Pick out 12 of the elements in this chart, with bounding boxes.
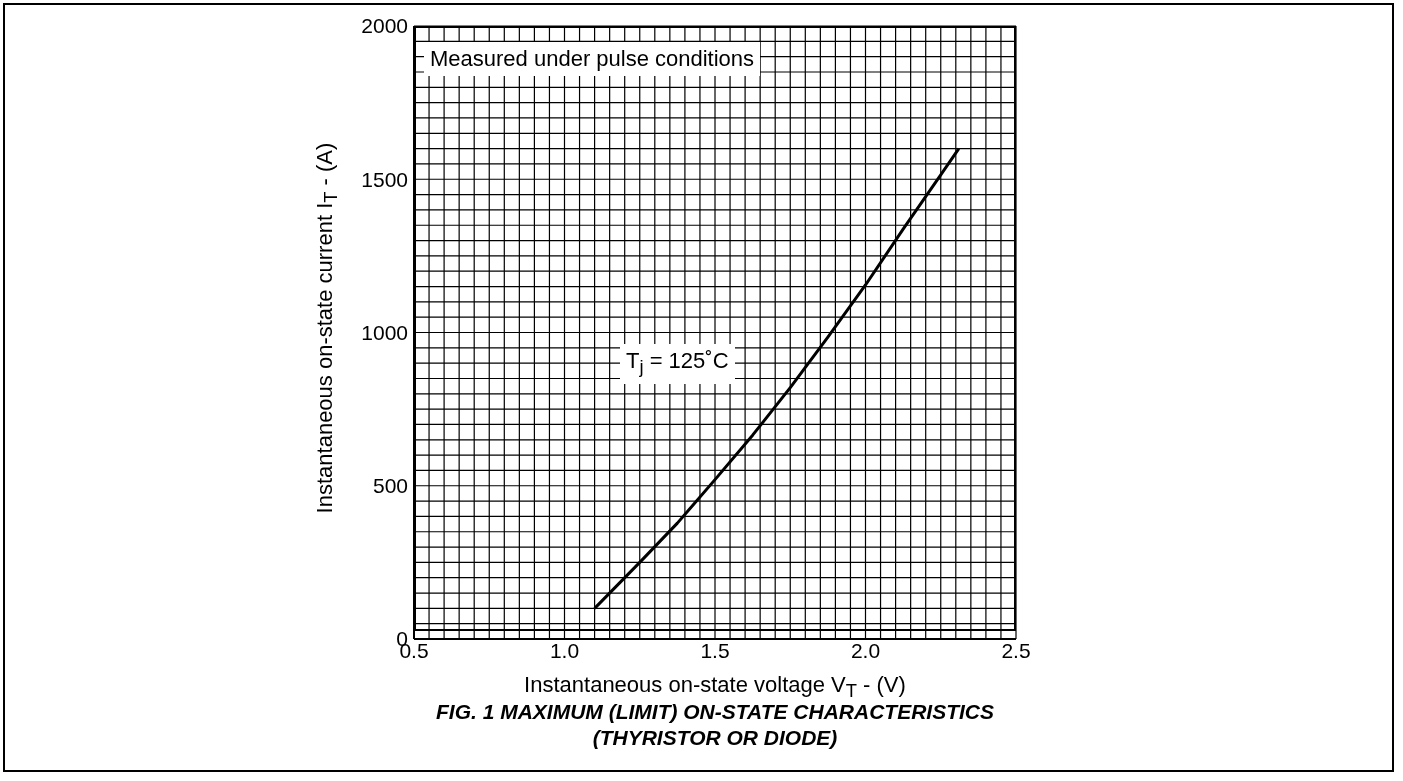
y-tick-label: 2000 — [361, 14, 408, 38]
y-tick-label: 500 — [372, 474, 408, 498]
annotation: Measured under pulse conditions — [424, 42, 761, 76]
x-tick-label: 2.5 — [1001, 638, 1031, 662]
x-tick-label: 1.0 — [549, 638, 580, 662]
x-tick-label: 2.0 — [850, 638, 881, 662]
y-tick-label: 1000 — [361, 320, 408, 344]
annotation: T$_{j}$ = 125˚C — [620, 344, 735, 385]
y-tick-label: 1500 — [361, 167, 408, 191]
text: FIG. 1 MAXIMUM (LIMIT) ON-STATE CHARACTERISTICS (THYRISTOR OR DIODE) — [435, 699, 995, 751]
x-tick-label: 1.5 — [700, 638, 730, 662]
x-axis-title: Instantaneous on-state voltage V$_{T}$ - (V) — [524, 672, 906, 702]
